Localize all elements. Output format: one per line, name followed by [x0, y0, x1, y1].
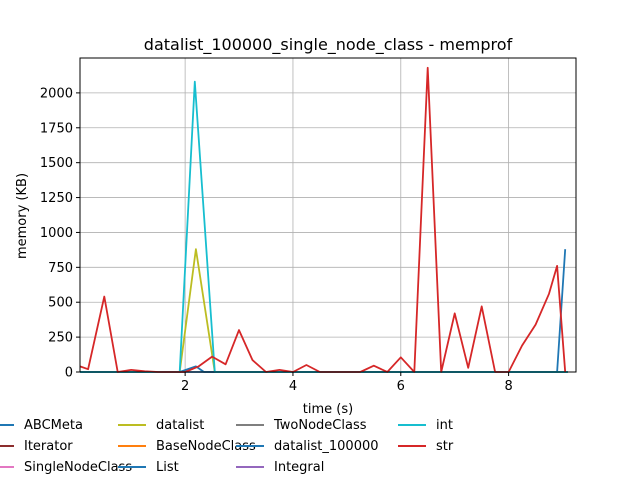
legend-label: int	[436, 418, 453, 433]
y-tick-label: 0	[65, 366, 73, 381]
legend-label: datalist_100000	[274, 439, 379, 454]
legend-label: str	[436, 439, 454, 454]
legend-label: BaseNodeClass	[156, 439, 256, 454]
y-tick-label: 2000	[40, 86, 73, 101]
legend-label: Iterator	[24, 439, 73, 454]
legend-label: datalist	[156, 418, 204, 433]
legend: ABCMeta Iterator SingleNodeClass datalist Ba…	[0, 418, 454, 475]
plot-frame	[79, 57, 577, 373]
y-tick-label: 500	[48, 296, 73, 311]
x-axis-title: time (s)	[303, 402, 353, 417]
axis-ticks: 2 4 6 8 0 250 500 750 1000 1250 1500 1750 2000	[40, 86, 513, 394]
grid-lines	[80, 58, 576, 373]
y-tick-label: 1000	[40, 226, 73, 241]
x-tick-label: 4	[289, 379, 297, 394]
y-tick-label: 1500	[40, 156, 73, 171]
y-tick-label: 1250	[40, 191, 73, 206]
legend-label: SingleNodeClass	[24, 460, 132, 475]
y-axis-title: memory (KB)	[15, 173, 30, 259]
x-tick-label: 8	[504, 379, 512, 394]
legend-label: Integral	[274, 460, 324, 475]
x-tick-label: 2	[181, 379, 189, 394]
legend-label: TwoNodeClass	[273, 418, 367, 433]
y-tick-label: 1750	[40, 121, 73, 136]
y-tick-label: 250	[48, 331, 73, 346]
x-tick-label: 6	[397, 379, 405, 394]
chart-title: datalist_100000_single_node_class - memp…	[144, 35, 513, 55]
y-tick-label: 750	[48, 261, 73, 276]
legend-label: List	[156, 460, 179, 475]
legend-label: ABCMeta	[24, 418, 83, 433]
